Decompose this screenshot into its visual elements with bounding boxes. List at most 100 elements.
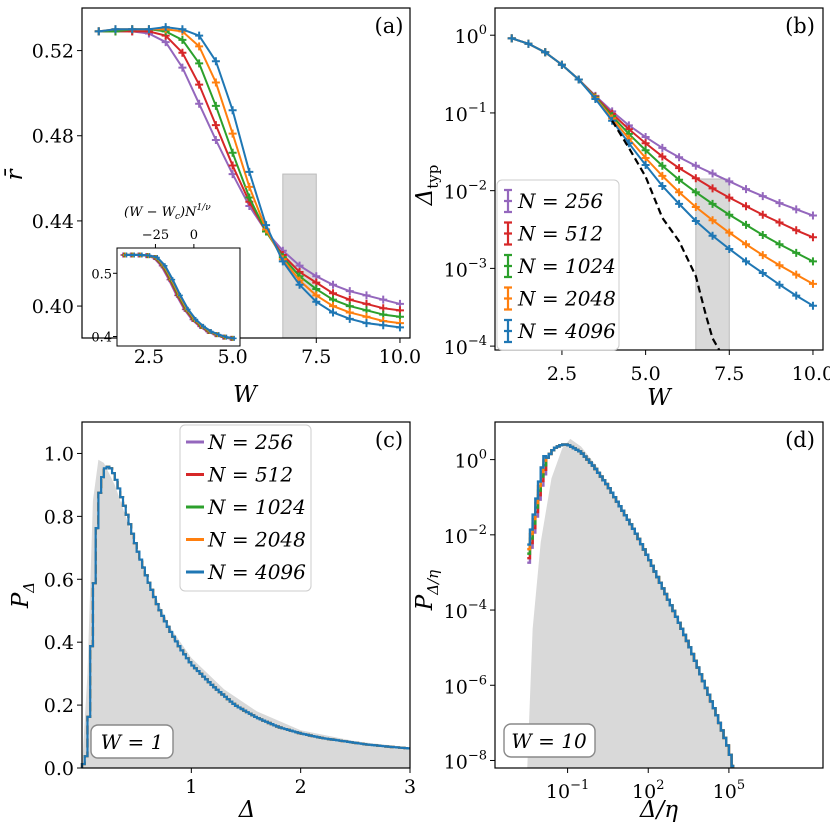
inset-data-point <box>124 252 130 258</box>
panel-b-data-point <box>708 184 717 193</box>
panel-a-data-point <box>94 27 103 36</box>
inset-xlabel: (W − Wc)N1/ν <box>124 203 211 222</box>
panel-b-xtick-label: 7.5 <box>714 363 744 385</box>
inset-data-point <box>162 263 168 269</box>
panel-a-data-point <box>312 297 321 306</box>
panel-b-data-point <box>641 139 650 148</box>
panel-a-data-point <box>362 319 371 328</box>
panel-c-xtick-label: 3 <box>404 776 416 798</box>
panel-a-data-point <box>178 48 187 57</box>
panel-b-data-point <box>658 171 667 180</box>
panel-b-data-point <box>808 211 817 220</box>
panel-b-data-point <box>691 161 700 170</box>
panel-b-data-point <box>641 154 650 163</box>
panel-c-ytick-label: 1.0 <box>44 443 74 465</box>
panel-b-data-point <box>792 205 801 214</box>
panel-a-xtick-label: 2.5 <box>134 346 164 368</box>
panel-c-ytick-label: 0.0 <box>44 758 74 780</box>
panel-b-data-point <box>775 240 784 249</box>
panel-d-ytick-label: 10−4 <box>444 598 487 623</box>
panel-b-data-point <box>792 270 801 279</box>
panel-b-data-point <box>808 279 817 288</box>
panel-b-legend-swatch <box>504 253 512 279</box>
panel-b-legend-swatch <box>504 318 512 344</box>
panel-a-data-point <box>195 42 204 51</box>
panel-a-data-point <box>245 193 254 202</box>
panel-b-data-point <box>808 301 817 310</box>
panel-a-xlabel: W <box>233 382 259 408</box>
inset-data-point <box>131 252 137 258</box>
panel-b-legend-label: N = 2048 <box>517 287 616 311</box>
panel-b-legend-box <box>496 179 620 351</box>
panel-a-data-point <box>395 323 404 332</box>
panel-c-ylabel: PΔ <box>8 582 38 609</box>
panel-b-data-point <box>758 269 767 278</box>
panel-a-data-point <box>345 287 354 296</box>
panel-a-frame <box>81 7 411 339</box>
inset-data-point <box>208 328 214 334</box>
panel-a-data-point <box>262 221 271 230</box>
panel-c-ytick-label: 0.8 <box>44 506 74 528</box>
panel-d-reference-area <box>527 438 735 768</box>
panel-b-xlabel: W <box>647 385 673 411</box>
panel-a-xtick-label: 5.0 <box>218 346 248 368</box>
inset-plot: −25 0 0.5 0.4 (W − Wc)N1/ν <box>91 203 241 347</box>
panel-d-ytick-label: 10−2 <box>444 523 487 548</box>
panel-d-annotation: W = 10 <box>511 729 587 753</box>
panel-b-data-point <box>691 216 700 225</box>
panel-b-xtick-label: 5.0 <box>631 363 661 385</box>
panel-b-data-point <box>792 248 801 257</box>
inset-xtick-label: 0 <box>190 228 198 243</box>
panel-d-xlabel: Δ/η <box>639 797 678 823</box>
panel-c-legend: N = 256 N = 512 N = 1024 N = 2048 N = 4096 <box>179 424 312 592</box>
svg-text:PΔ: PΔ <box>8 582 38 609</box>
panel-b-data-point <box>641 161 650 170</box>
panel-b-data-point <box>708 169 717 178</box>
panel-a-label: (a) <box>375 14 404 38</box>
panel-b-xtick-label: 10.0 <box>792 363 830 385</box>
panel-d-frame <box>494 421 824 769</box>
panel-b-data-point <box>792 226 801 235</box>
panel-c: 1 2 30.00.20.40.60.81.0 (c) Δ PΔ N = 256N … <box>8 421 416 823</box>
panel-a-data-point <box>245 167 254 176</box>
panel-a-data-point <box>178 35 187 44</box>
panel-b-legend-label: N = 4096 <box>517 319 616 343</box>
panel-a-data-point <box>329 308 338 317</box>
panel-a-data-point <box>144 25 153 34</box>
panel-a-ytick-label: 0.40 <box>32 296 74 318</box>
panel-b-xtick-label: 2.5 <box>547 363 577 385</box>
inset-xtick-label: −25 <box>142 228 169 243</box>
panel-a-data-point <box>195 99 204 108</box>
panel-c-histogram-N4096 <box>80 465 410 768</box>
panel-a-data-point <box>128 25 137 34</box>
panel-b-data-point <box>507 34 516 43</box>
panel-b-data-point <box>541 48 550 57</box>
panel-b-data-point <box>675 199 684 208</box>
panel-b-data-point <box>524 39 533 48</box>
panel-d-annotation-box <box>503 723 596 758</box>
panel-c-legend-label: N = 512 <box>207 463 293 487</box>
panel-a-data-point <box>228 129 237 138</box>
inset-data-point <box>147 253 153 259</box>
panel-a-ytick-label: 0.48 <box>32 126 74 148</box>
inset-data-point <box>170 277 176 283</box>
panel-b-data-point <box>675 164 684 173</box>
panel-a-ylabel: r̄ <box>2 168 28 181</box>
inset-data-point <box>231 335 237 341</box>
panel-c-frame <box>81 421 411 769</box>
panel-b-ylabel: Δtyp <box>412 165 442 207</box>
panel-b-data-point <box>708 216 717 225</box>
panel-c-ytick-label: 0.4 <box>44 632 74 654</box>
panel-b-data-point <box>641 146 650 155</box>
panel-b-data-point <box>808 233 817 242</box>
panel-a-data-point <box>245 182 254 191</box>
panel-b-data-point <box>742 220 751 229</box>
panel-b-data-point <box>775 199 784 208</box>
panel-a-data-point <box>345 314 354 323</box>
panel-b-legend-swatch <box>504 188 512 214</box>
panel-a-data-point <box>211 78 220 87</box>
panel-a-data-point <box>211 121 220 130</box>
panel-b-legend-label: N = 512 <box>517 222 603 246</box>
panel-b-ytick-label: 10−3 <box>444 256 487 281</box>
